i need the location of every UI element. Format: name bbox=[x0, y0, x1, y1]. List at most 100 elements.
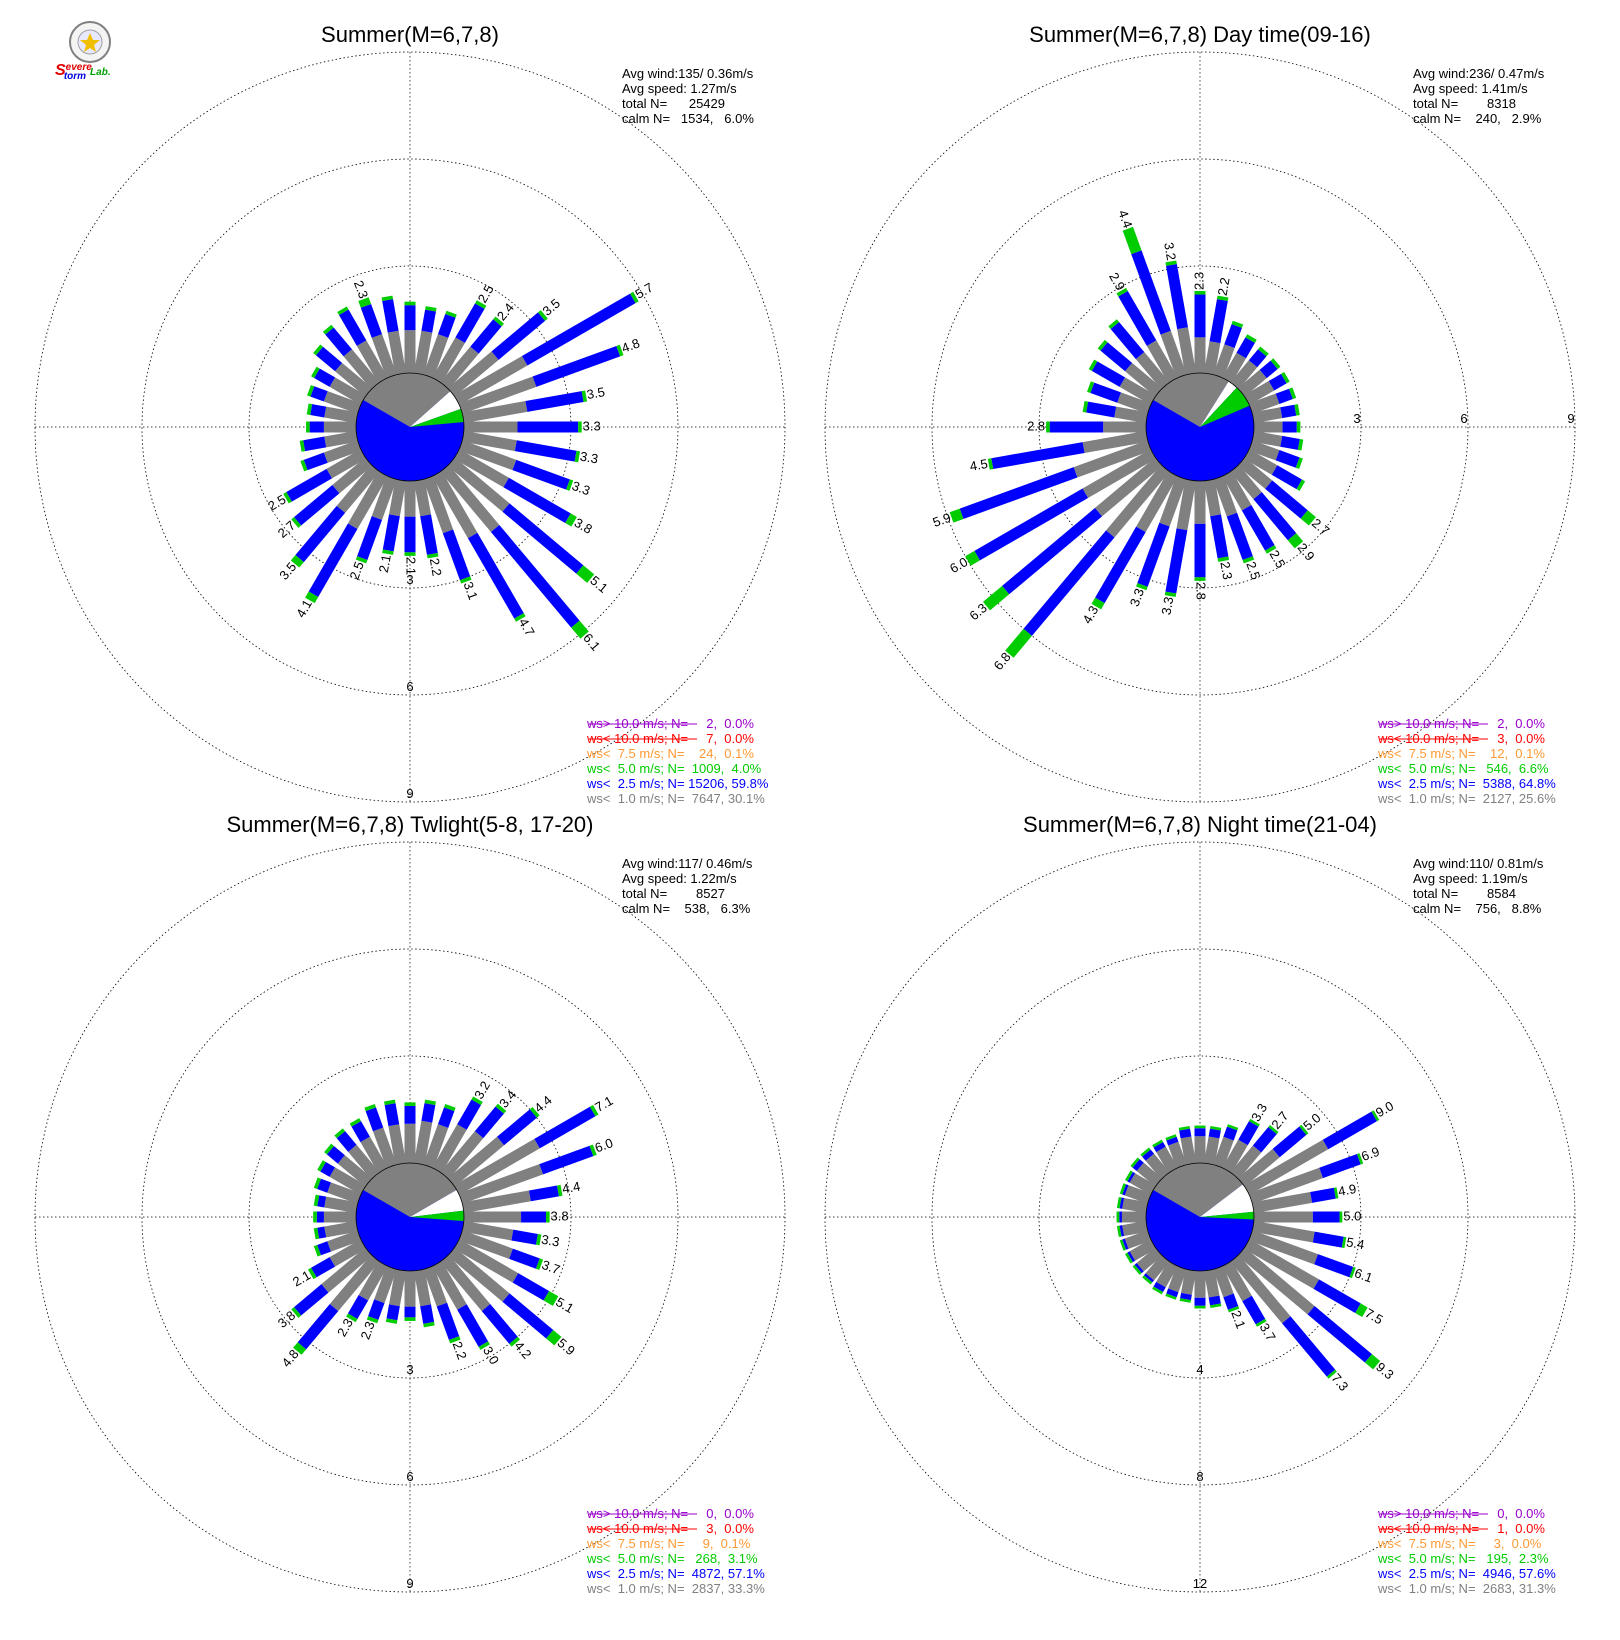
bar-dir-80 bbox=[462, 1184, 563, 1214]
chart-title: Summer(M=6,7,8) bbox=[321, 22, 499, 47]
bar-segment-green bbox=[1296, 421, 1301, 433]
bar-dir-90 bbox=[1254, 1211, 1343, 1223]
bar-segment-blue bbox=[1319, 1154, 1361, 1179]
bar-dir-240 bbox=[965, 449, 1156, 566]
bar-segment-blue bbox=[384, 1103, 400, 1127]
bar-segment-gray bbox=[404, 1123, 416, 1163]
bar-segment-blue bbox=[310, 386, 328, 402]
bar-dir-340 bbox=[1165, 1134, 1187, 1169]
chart-title: Summer(M=6,7,8) Night time(21-04) bbox=[1023, 812, 1377, 837]
bar-segment-blue bbox=[310, 404, 327, 418]
bar-dir-40 bbox=[1230, 346, 1269, 390]
bar-segment-green bbox=[1091, 597, 1105, 610]
bar-segment-gray bbox=[348, 1144, 380, 1180]
bar-segment-gray bbox=[1222, 1139, 1248, 1173]
bar-segment-blue bbox=[512, 459, 570, 490]
bar-segment-blue bbox=[404, 1105, 416, 1124]
bar-dir-130 bbox=[1237, 457, 1316, 526]
bar-segment-blue bbox=[1236, 337, 1255, 359]
core-slice-lt5 bbox=[410, 408, 464, 427]
bar-segment-gray bbox=[1124, 1185, 1152, 1204]
bar-dir-300 bbox=[1125, 1170, 1156, 1195]
bar-segment-green bbox=[1194, 290, 1206, 295]
bar-dir-100 bbox=[1252, 430, 1304, 451]
bar-segment-green bbox=[425, 306, 437, 312]
bar-segment-gray bbox=[462, 430, 517, 452]
bar-segment-green bbox=[1341, 1236, 1347, 1249]
bar-segment-blue bbox=[351, 1121, 370, 1143]
bar-dir-180 bbox=[1194, 481, 1206, 581]
stat-avg-speed: Avg speed: 1.27m/s bbox=[622, 81, 737, 96]
bar-segment-green bbox=[1116, 1197, 1122, 1209]
bar-dir-330 bbox=[1116, 287, 1178, 383]
bar-segment-gray bbox=[432, 1124, 467, 1173]
bar-dir-30 bbox=[432, 1096, 483, 1173]
bar-value-label: 2.1 bbox=[1228, 1308, 1248, 1330]
bar-segment-green bbox=[300, 459, 308, 472]
legend-entry-lt1: ws< 1.0 m/s; N= 2127, 25.6% bbox=[1377, 791, 1556, 806]
bar-dir-30 bbox=[1222, 334, 1257, 383]
bar-segment-green bbox=[1209, 1125, 1222, 1131]
bar-segment-gray bbox=[335, 362, 373, 397]
bar-value-label: 2.1 bbox=[376, 553, 394, 573]
bar-segment-blue bbox=[490, 524, 580, 628]
bar-segment-gray bbox=[1124, 1230, 1152, 1249]
bar-dir-140 bbox=[1230, 1254, 1337, 1379]
bar-segment-green bbox=[471, 1096, 483, 1106]
bar-dir-130 bbox=[1237, 1247, 1381, 1370]
bar-segment-gray bbox=[458, 1230, 513, 1259]
bar-dir-30 bbox=[1222, 1118, 1260, 1173]
bar-dir-70 bbox=[1248, 1153, 1364, 1204]
bar-segment-green bbox=[1087, 381, 1095, 393]
bar-segment-blue bbox=[474, 1106, 504, 1139]
bar-segment-green bbox=[1356, 1153, 1364, 1165]
bar-segment-blue bbox=[382, 299, 399, 333]
bar-segment-blue bbox=[1166, 263, 1188, 330]
bar-value-label: 5.4 bbox=[1345, 1234, 1365, 1252]
bar-segment-green bbox=[535, 1258, 544, 1270]
bar-segment-blue bbox=[502, 1293, 554, 1339]
bar-segment-blue bbox=[1312, 1211, 1340, 1223]
bar-segment-green bbox=[578, 421, 582, 433]
stat-avg-speed: Avg speed: 1.19m/s bbox=[1413, 871, 1528, 886]
bar-dir-70 bbox=[1248, 387, 1297, 414]
bar-segment-blue bbox=[1238, 1121, 1259, 1146]
bar-value-label: 5.0 bbox=[1343, 1208, 1361, 1223]
bar-segment-green bbox=[317, 1160, 326, 1172]
bar-segment-gray bbox=[1122, 1220, 1148, 1236]
bar-segment-blue bbox=[386, 1304, 400, 1321]
bar-segment-green bbox=[1097, 339, 1108, 351]
bar-segment-gray bbox=[387, 330, 407, 375]
bar-segment-gray bbox=[413, 479, 431, 517]
bar-dir-120 bbox=[1244, 449, 1306, 491]
bar-segment-green bbox=[1265, 545, 1277, 554]
logo-text-lab: Lab. bbox=[90, 67, 111, 78]
bar-segment-gray bbox=[343, 349, 380, 390]
bar-segment-green bbox=[291, 1307, 302, 1318]
bar-segment-green bbox=[965, 550, 980, 566]
bar-segment-gray bbox=[1244, 1139, 1329, 1195]
bar-segment-blue bbox=[1322, 1111, 1377, 1150]
bar-value-label: 2.5 bbox=[1243, 560, 1263, 582]
bar-segment-gray bbox=[326, 449, 366, 479]
bar-dir-90 bbox=[464, 421, 582, 433]
legend-entry-lt5: ws< 5.0 m/s; N= 268, 3.1% bbox=[586, 1551, 758, 1566]
logo-text-evere: evere bbox=[66, 62, 93, 73]
bar-value-label: 4.4 bbox=[1115, 208, 1135, 230]
bar-segment-gray bbox=[336, 464, 380, 513]
bar-segment-green bbox=[546, 1330, 562, 1346]
bar-segment-blue bbox=[368, 1299, 385, 1320]
bar-dir-180 bbox=[404, 481, 416, 556]
bar-segment-green bbox=[949, 508, 964, 523]
bar-segment-blue bbox=[317, 1195, 327, 1208]
bar-segment-blue bbox=[502, 503, 584, 574]
bar-dir-70 bbox=[458, 1144, 597, 1204]
bar-segment-green bbox=[571, 620, 589, 639]
bar-segment-green bbox=[1046, 421, 1050, 433]
bar-dir-160 bbox=[423, 1265, 461, 1344]
bar-segment-gray bbox=[454, 449, 509, 488]
bar-segment-gray bbox=[1194, 1136, 1206, 1163]
bar-segment-green bbox=[366, 1316, 379, 1324]
bar-segment-blue bbox=[316, 1211, 324, 1223]
